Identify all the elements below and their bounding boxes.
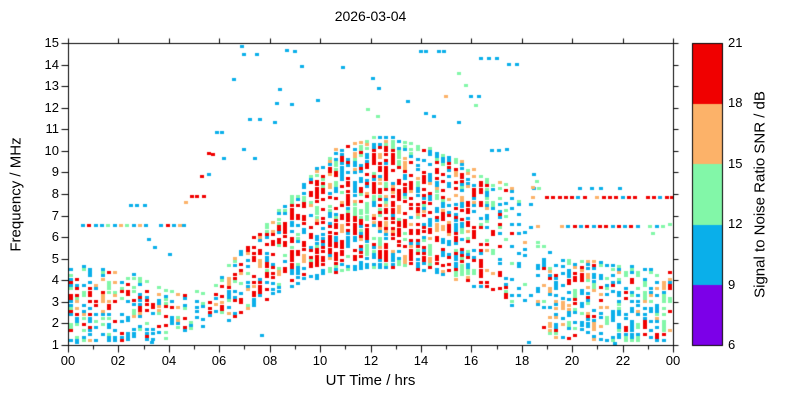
y-tick-label: 10 [44,143,59,158]
y-tick-label: 7 [51,208,59,223]
y-tick-label: 13 [44,78,59,93]
colorbar-tick-label: 18 [728,95,743,110]
y-tick-label: 5 [51,251,59,266]
y-axis-label: Frequency / MHz [7,137,25,252]
colorbar-tick-label: 21 [728,35,743,50]
y-tick-label: 8 [51,186,59,201]
x-tick-label: 18 [514,353,530,368]
y-tick-label: 1 [51,337,59,352]
x-tick-label: 08 [262,353,278,368]
y-tick-label: 4 [51,272,59,287]
y-tick-label: 11 [45,121,60,136]
y-tick-label: 3 [51,294,59,309]
plot-title: 2026-03-04 [334,8,407,24]
x-tick-label: 20 [564,353,580,368]
colorbar-tick-label: 12 [728,216,743,231]
x-tick-label: 14 [413,353,429,368]
x-tick-label: 10 [312,353,328,368]
x-tick-label: 12 [363,353,379,368]
colorbar-tick-label: 6 [728,337,736,352]
y-tick-label: 9 [51,164,59,179]
y-tick-label: 6 [51,229,59,244]
colorbar-tick-label: 15 [728,156,743,171]
y-tick-label: 15 [44,35,59,50]
x-tick-label: 16 [463,353,479,368]
x-tick-label: 06 [211,353,227,368]
x-tick-label: 00 [665,353,681,368]
x-tick-label: 00 [60,353,76,368]
colorbar-label: Signal to Noise Ratio SNR / dB [751,91,769,298]
x-tick-label: 02 [110,353,126,368]
y-tick-label: 12 [44,100,59,115]
x-tick-label: 22 [615,353,631,368]
y-tick-label: 2 [51,315,59,330]
x-axis-label: UT Time / hrs [325,372,416,389]
colorbar-tick-label: 9 [728,277,736,292]
y-tick-label: 14 [44,57,59,72]
x-tick-label: 04 [161,353,177,368]
